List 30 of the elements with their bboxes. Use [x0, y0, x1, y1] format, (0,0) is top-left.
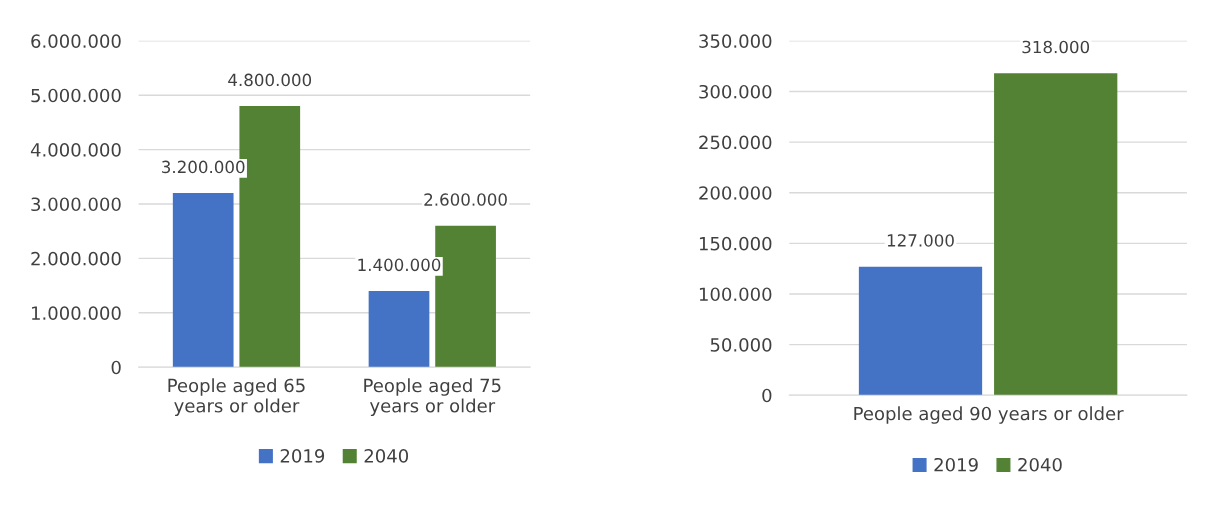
data-label: 4.800.000	[228, 73, 312, 87]
data-label: 2.600.000	[424, 193, 507, 206]
data-label: 318.000	[1022, 40, 1090, 54]
data-label: 127.000	[887, 234, 954, 247]
y-tick-label: 6.000.000	[31, 34, 121, 48]
y-tick-label: 2.000.000	[31, 251, 121, 266]
x-tick-label: People aged 90 years or older	[854, 406, 1124, 424]
y-tick-label: 5.000.000	[31, 88, 121, 103]
y-tick-label: 4.000.000	[30, 143, 121, 157]
legend-label: 2040	[364, 449, 409, 463]
y-tick-label: 3.000.000	[31, 197, 121, 212]
legend-label: 2019	[280, 449, 325, 463]
y-tick-label: 100.000	[699, 287, 772, 302]
y-tick-label: 1.000.000	[32, 306, 121, 320]
legend-label: 2019	[934, 457, 978, 472]
bar	[368, 291, 430, 368]
y-tick-label: 0	[762, 388, 772, 403]
bar	[172, 193, 234, 368]
y-tick-label: 150.000	[699, 236, 772, 251]
data-label: 1.400.000	[358, 258, 441, 272]
y-tick-label: 0	[111, 360, 121, 375]
x-tick-label: People aged 65 years or older	[168, 378, 305, 416]
y-tick-label: 50.000	[710, 338, 772, 352]
y-tick-label: 250.000	[699, 135, 772, 150]
y-tick-label: 300.000	[699, 84, 772, 99]
x-tick-label: People aged 75 years or older	[364, 378, 501, 416]
y-tick-label: 200.000	[699, 186, 772, 200]
y-tick-label: 350.000	[699, 34, 772, 48]
legend-label: 2040	[1018, 457, 1062, 472]
data-label: 3.200.000	[162, 160, 245, 174]
